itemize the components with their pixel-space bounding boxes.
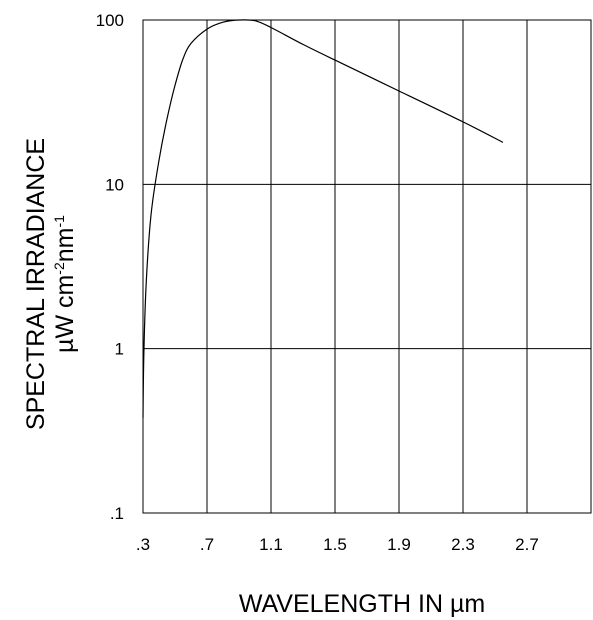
series-line xyxy=(142,19,504,418)
y-unit-part-b: nm xyxy=(51,227,79,262)
y-tick-label-1: 1 xyxy=(115,340,124,359)
y-axis-label-line1: SPECTRAL IRRADIANCE xyxy=(22,138,50,430)
x-tick-label-5: 2.3 xyxy=(451,535,475,554)
x-axis-label: WAVELENGTH IN µm xyxy=(239,590,485,618)
x-tick-label-2: 1.1 xyxy=(259,535,283,554)
y-tick-label-3: 100 xyxy=(96,11,124,30)
x-tick-labels: .3 .7 1.1 1.5 1.9 2.3 2.7 xyxy=(136,535,539,554)
y-axis-label-unit: µW cm-2nm-1 xyxy=(51,215,79,353)
y-axis-label: SPECTRAL IRRADIANCE µW cm-2nm-1 xyxy=(22,138,79,430)
x-tick-label-4: 1.9 xyxy=(387,535,411,554)
y-unit-part-a: µW cm xyxy=(51,275,79,353)
y-unit-exp-a: -2 xyxy=(51,262,67,275)
x-tick-label-3: 1.5 xyxy=(323,535,347,554)
x-tick-label-6: 2.7 xyxy=(515,535,539,554)
grid-lines xyxy=(142,19,591,514)
y-tick-label-2: 10 xyxy=(105,175,124,194)
plot-frame xyxy=(142,19,592,514)
y-unit-exp-b: -1 xyxy=(51,215,67,228)
y-tick-labels: .1 1 10 100 xyxy=(96,11,124,523)
x-tick-label-0: .3 xyxy=(136,535,150,554)
x-tick-label-1: .7 xyxy=(200,535,214,554)
y-tick-label-0: .1 xyxy=(110,504,124,523)
